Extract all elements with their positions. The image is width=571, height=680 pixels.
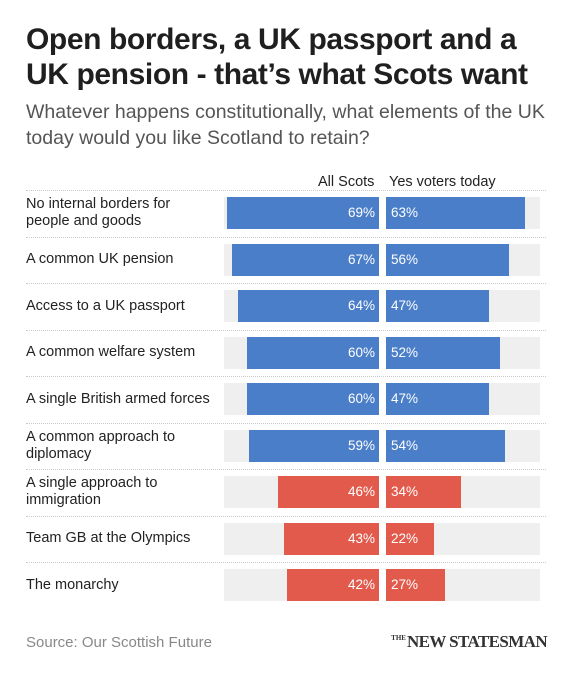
category-label: Access to a UK passport: [26, 297, 185, 314]
category-label: The monarchy: [26, 576, 119, 593]
row-label: No internal borders for people and goods: [26, 196, 211, 229]
all-scots-value: 42%: [347, 577, 375, 592]
column-header-yes-voters: Yes voters today: [389, 174, 496, 190]
new-statesman-logo: THENEW STATESMAN: [391, 632, 547, 651]
chart-subtitle: Whatever happens constitutionally, what …: [26, 101, 545, 149]
category-label: A common UK pension: [26, 251, 174, 267]
yes-voters-bar: [386, 476, 461, 508]
chart-title: Open borders, a UK passport and a UK pen…: [26, 23, 528, 91]
yes-voters-bar: [386, 290, 490, 322]
yes-voters-bar: [386, 243, 510, 276]
row-label: Access to a UK passport: [26, 290, 211, 322]
all-scots-value: 69%: [347, 205, 375, 220]
row-label: A single approach to immigration: [26, 475, 211, 508]
all-scots-bar: [231, 243, 379, 276]
all-scots-bar: [238, 290, 379, 322]
source-note: Source: Our Scottish Future: [26, 634, 212, 651]
yes-voters-bar: [386, 336, 501, 369]
row-separator: [26, 190, 546, 191]
row-separator: [26, 469, 546, 470]
yes-voters-bar: [386, 383, 490, 415]
yes-voters-value: 27%: [391, 577, 419, 592]
yes-voters-value: 47%: [391, 298, 419, 313]
yes-voters-value: 54%: [391, 437, 419, 453]
all-scots-bar: [247, 383, 379, 415]
all-scots-bar: [227, 197, 379, 229]
row-label: A single British armed forces: [26, 383, 211, 415]
yes-voters-bar: [386, 522, 435, 555]
row-separator: [26, 236, 546, 238]
yes-voters-value: 34%: [391, 484, 419, 499]
all-scots-value: 60%: [347, 344, 375, 360]
row-separator: [26, 422, 546, 424]
row-label: A common approach to diplomacy: [26, 428, 211, 462]
row-separator: [26, 562, 546, 563]
yes-voters-bar: [386, 197, 525, 229]
all-scots-value: 43%: [347, 530, 375, 546]
all-scots-bar: [247, 336, 379, 369]
all-scots-bar: [277, 476, 379, 508]
all-scots-bar: [284, 522, 379, 555]
column-header-all-scots: All Scots: [318, 174, 375, 190]
row-label: The monarchy: [26, 569, 211, 601]
all-scots-value: 60%: [347, 391, 375, 406]
row-separator: [26, 329, 546, 331]
category-label: A single approach to immigration: [26, 475, 158, 508]
category-label: A common welfare system: [26, 344, 196, 360]
yes-voters-value: 56%: [391, 251, 419, 267]
row-label: A common UK pension: [26, 244, 211, 276]
category-label: A single British armed forces: [26, 390, 210, 407]
yes-voters-value: 63%: [391, 205, 419, 220]
yes-voters-value: 22%: [391, 530, 419, 546]
all-scots-value: 67%: [347, 251, 375, 267]
category-label: A common approach to diplomacy: [26, 428, 176, 462]
all-scots-value: 46%: [347, 484, 375, 499]
row-separator: [26, 283, 546, 284]
all-scots-value: 64%: [347, 298, 375, 313]
all-scots-bar: [286, 569, 379, 601]
yes-voters-value: 47%: [391, 391, 419, 406]
all-scots-value: 59%: [347, 437, 375, 453]
row-label: Team GB at the Olympics: [26, 523, 211, 555]
category-label: Team GB at the Olympics: [26, 530, 191, 546]
row-label: A common welfare system: [26, 337, 211, 369]
yes-voters-value: 52%: [391, 344, 419, 360]
row-separator: [26, 376, 546, 377]
yes-voters-bar: [386, 569, 446, 601]
all-scots-bar: [249, 429, 379, 462]
yes-voters-bar: [386, 429, 505, 462]
row-separator: [26, 515, 546, 517]
category-label: No internal borders for people and goods: [26, 196, 171, 229]
